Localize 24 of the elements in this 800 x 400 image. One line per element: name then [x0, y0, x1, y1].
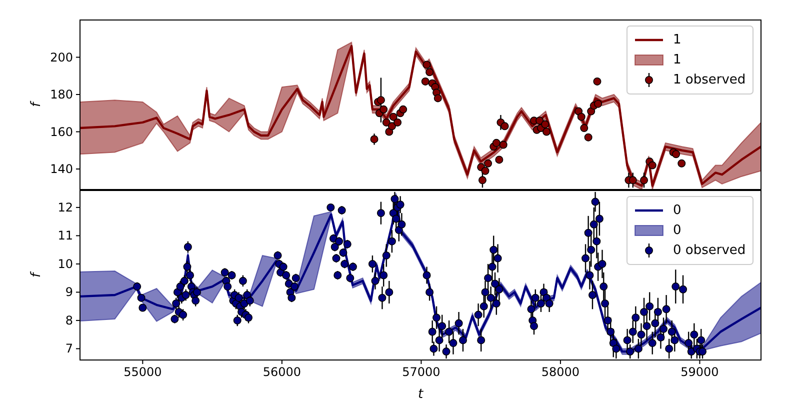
y-tick-label: 7	[65, 342, 73, 356]
y-tick-label: 11	[58, 228, 73, 243]
legend-label: 1 observed	[673, 72, 746, 88]
y-tick-label: 10	[58, 256, 73, 271]
x-tick-label: 58000	[541, 365, 580, 379]
x-tick-label: 57000	[402, 365, 440, 379]
text: 1	[673, 52, 682, 68]
legend-label: 1	[673, 32, 682, 48]
y-tick-label: 8	[65, 313, 73, 328]
legend-label: 0	[673, 203, 682, 218]
y-tick-label: 9	[65, 285, 73, 300]
y-tick-label: 12	[58, 200, 73, 214]
y-tick-label: 140	[50, 162, 73, 176]
legend-label: 0 observed	[673, 243, 746, 258]
y-axis-title: f	[29, 270, 44, 278]
x-tick-label: 55000	[124, 365, 162, 379]
y-tick-label: 160	[50, 124, 73, 139]
y-tick-label: 180	[50, 88, 73, 102]
y-tick-label: 200	[50, 50, 73, 64]
x-axis-title: t	[418, 387, 424, 400]
text: 0	[673, 223, 682, 238]
x-tick-label: 59000	[680, 365, 719, 379]
x-tick-label: 56000	[262, 365, 302, 379]
y-axis-title: f	[29, 100, 44, 108]
